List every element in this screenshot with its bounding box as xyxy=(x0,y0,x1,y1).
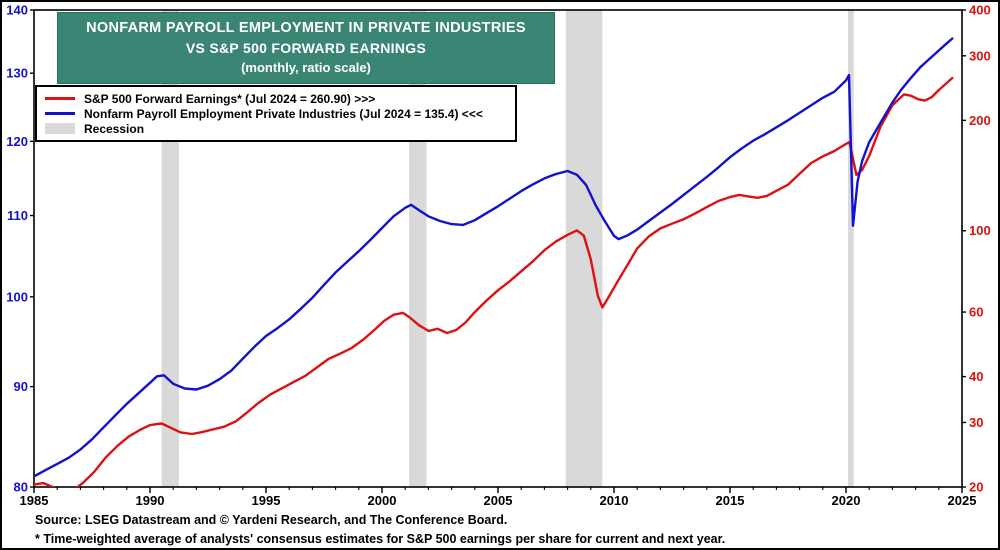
legend-line-blue-icon xyxy=(45,112,75,115)
right-axis-tick-label: 400 xyxy=(969,3,991,18)
legend-label-sp500: S&P 500 Forward Earnings* (Jul 2024 = 26… xyxy=(84,91,376,106)
footnote-line: * Time-weighted average of analysts' con… xyxy=(35,532,726,546)
recession-band xyxy=(847,10,854,487)
right-axis-tick-label: 20 xyxy=(969,480,983,495)
chart-title-line3: (monthly, ratio scale) xyxy=(241,60,371,75)
legend-label-payroll: Nonfarm Payroll Employment Private Indus… xyxy=(84,106,483,121)
x-axis-tick-label: 2025 xyxy=(948,493,977,508)
left-axis-tick-label: 140 xyxy=(6,3,28,18)
x-axis-tick-label: 1995 xyxy=(252,493,281,508)
left-axis-tick-label: 120 xyxy=(6,134,28,149)
chart-title-line2: VS S&P 500 FORWARD EARNINGS xyxy=(185,40,427,56)
right-axis-tick-label: 60 xyxy=(969,305,983,320)
plot-frame xyxy=(33,9,963,488)
x-axis-tick-label: 2020 xyxy=(832,493,861,508)
chart-legend: S&P 500 Forward Earnings* (Jul 2024 = 26… xyxy=(35,85,517,142)
x-axis-tick-label: 2000 xyxy=(368,493,397,508)
left-axis-tick-label: 110 xyxy=(7,208,28,223)
left-axis-tick-label: 80 xyxy=(14,480,28,495)
series-line-sp500-forward-earnings xyxy=(34,76,954,487)
right-axis-tick-label: 300 xyxy=(969,48,991,63)
legend-line-red-icon xyxy=(45,97,75,100)
legend-item-sp500: S&P 500 Forward Earnings* (Jul 2024 = 26… xyxy=(45,91,507,106)
x-axis-tick-label: 2010 xyxy=(600,493,629,508)
source-line: Source: LSEG Datastream and © Yardeni Re… xyxy=(35,513,508,527)
legend-recession-swatch-icon xyxy=(45,123,75,134)
x-axis-tick-label: 2005 xyxy=(484,493,513,508)
legend-item-recession: Recession xyxy=(45,121,507,136)
chart-title-line1: NONFARM PAYROLL EMPLOYMENT IN PRIVATE IN… xyxy=(86,20,526,36)
x-axis-tick-label: 1985 xyxy=(20,493,49,508)
chart-footer: Source: LSEG Datastream and © Yardeni Re… xyxy=(35,511,726,548)
x-axis-tick-label: 2015 xyxy=(716,493,745,508)
chart-title: NONFARM PAYROLL EMPLOYMENT IN PRIVATE IN… xyxy=(57,12,555,84)
right-axis-tick-label: 40 xyxy=(969,369,983,384)
legend-label-recession: Recession xyxy=(84,121,145,136)
series-line-private-payroll-employment xyxy=(34,37,954,478)
left-axis-tick-label: 130 xyxy=(6,66,28,81)
left-axis-tick-label: 100 xyxy=(6,289,28,304)
x-axis-tick-label: 1990 xyxy=(136,493,165,508)
right-axis-tick-label: 200 xyxy=(969,113,991,128)
recession-band xyxy=(565,10,603,487)
left-axis-tick-label: 90 xyxy=(14,379,28,394)
legend-item-payroll: Nonfarm Payroll Employment Private Indus… xyxy=(45,106,507,121)
right-axis-tick-label: 100 xyxy=(969,223,991,238)
right-axis-tick-label: 30 xyxy=(969,415,983,430)
